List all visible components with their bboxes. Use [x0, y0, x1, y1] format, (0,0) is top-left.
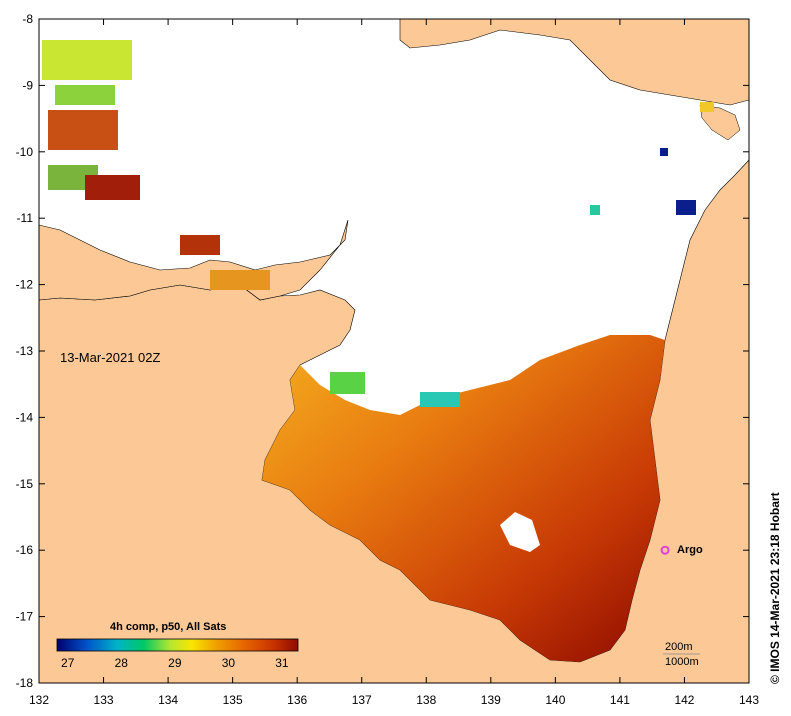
x-tick-label: 133 — [94, 693, 114, 707]
argo-label: Argo — [677, 544, 703, 556]
depth-200m-label: 200m — [665, 641, 693, 653]
x-tick-label: 137 — [352, 693, 372, 707]
x-tick-label: 134 — [158, 693, 178, 707]
cloud-gap — [500, 512, 540, 552]
y-tick-label: -13 — [16, 344, 34, 358]
x-tick-label: 143 — [739, 693, 759, 707]
x-tick-label: 139 — [481, 693, 501, 707]
x-tick-label: 140 — [545, 693, 565, 707]
x-tick-label: 136 — [287, 693, 307, 707]
imos-credit: © IMOS 14-Mar-2021 23:18 Hobart — [768, 492, 782, 684]
y-axis: -8 -9 -10 -11 -12 -13 -14 -15 -16 -17 -18 — [16, 12, 749, 690]
sst-patches-northwest — [42, 40, 714, 407]
x-tick-label: 132 — [29, 693, 49, 707]
legend: 4h comp, p50, All Sats 27 28 29 30 31 — [56, 621, 299, 670]
x-tick-label: 135 — [223, 693, 243, 707]
legend-colorbar — [56, 638, 299, 652]
y-tick-label: -16 — [16, 543, 34, 557]
x-tick-label: 138 — [416, 693, 436, 707]
argo-icon — [660, 545, 670, 555]
land-islands — [699, 104, 741, 141]
argo-marker: Argo — [660, 544, 703, 556]
land-arnhem — [39, 219, 349, 301]
legend-tick-label: 29 — [168, 656, 182, 670]
y-tick-label: -11 — [17, 211, 34, 225]
y-tick-label: -15 — [16, 477, 34, 491]
y-tick-label: -10 — [16, 145, 34, 159]
land-new-guinea — [399, 19, 749, 106]
y-tick-label: -18 — [16, 676, 34, 690]
x-axis: 132 133 134 135 136 137 138 139 140 141 142 143 — [29, 19, 759, 707]
legend-tick-label: 30 — [222, 656, 236, 670]
y-tick-label: -9 — [22, 78, 33, 92]
depth-contour-legend: 200m 1000m — [663, 641, 700, 668]
y-tick-label: -17 — [16, 610, 34, 624]
x-tick-label: 142 — [674, 693, 694, 707]
legend-title: 4h comp, p50, All Sats — [110, 621, 226, 633]
legend-tick-label: 31 — [275, 656, 289, 670]
y-tick-label: -14 — [16, 410, 34, 424]
x-tick-label: 141 — [610, 693, 630, 707]
legend-tick-label: 28 — [115, 656, 129, 670]
y-tick-label: -8 — [22, 12, 33, 26]
timestamp-label: 13-Mar-2021 02Z — [60, 350, 160, 365]
sst-gulf-field — [262, 335, 665, 662]
y-tick-label: -12 — [16, 278, 34, 292]
legend-tick-label: 27 — [61, 656, 75, 670]
depth-1000m-label: 1000m — [665, 656, 699, 668]
